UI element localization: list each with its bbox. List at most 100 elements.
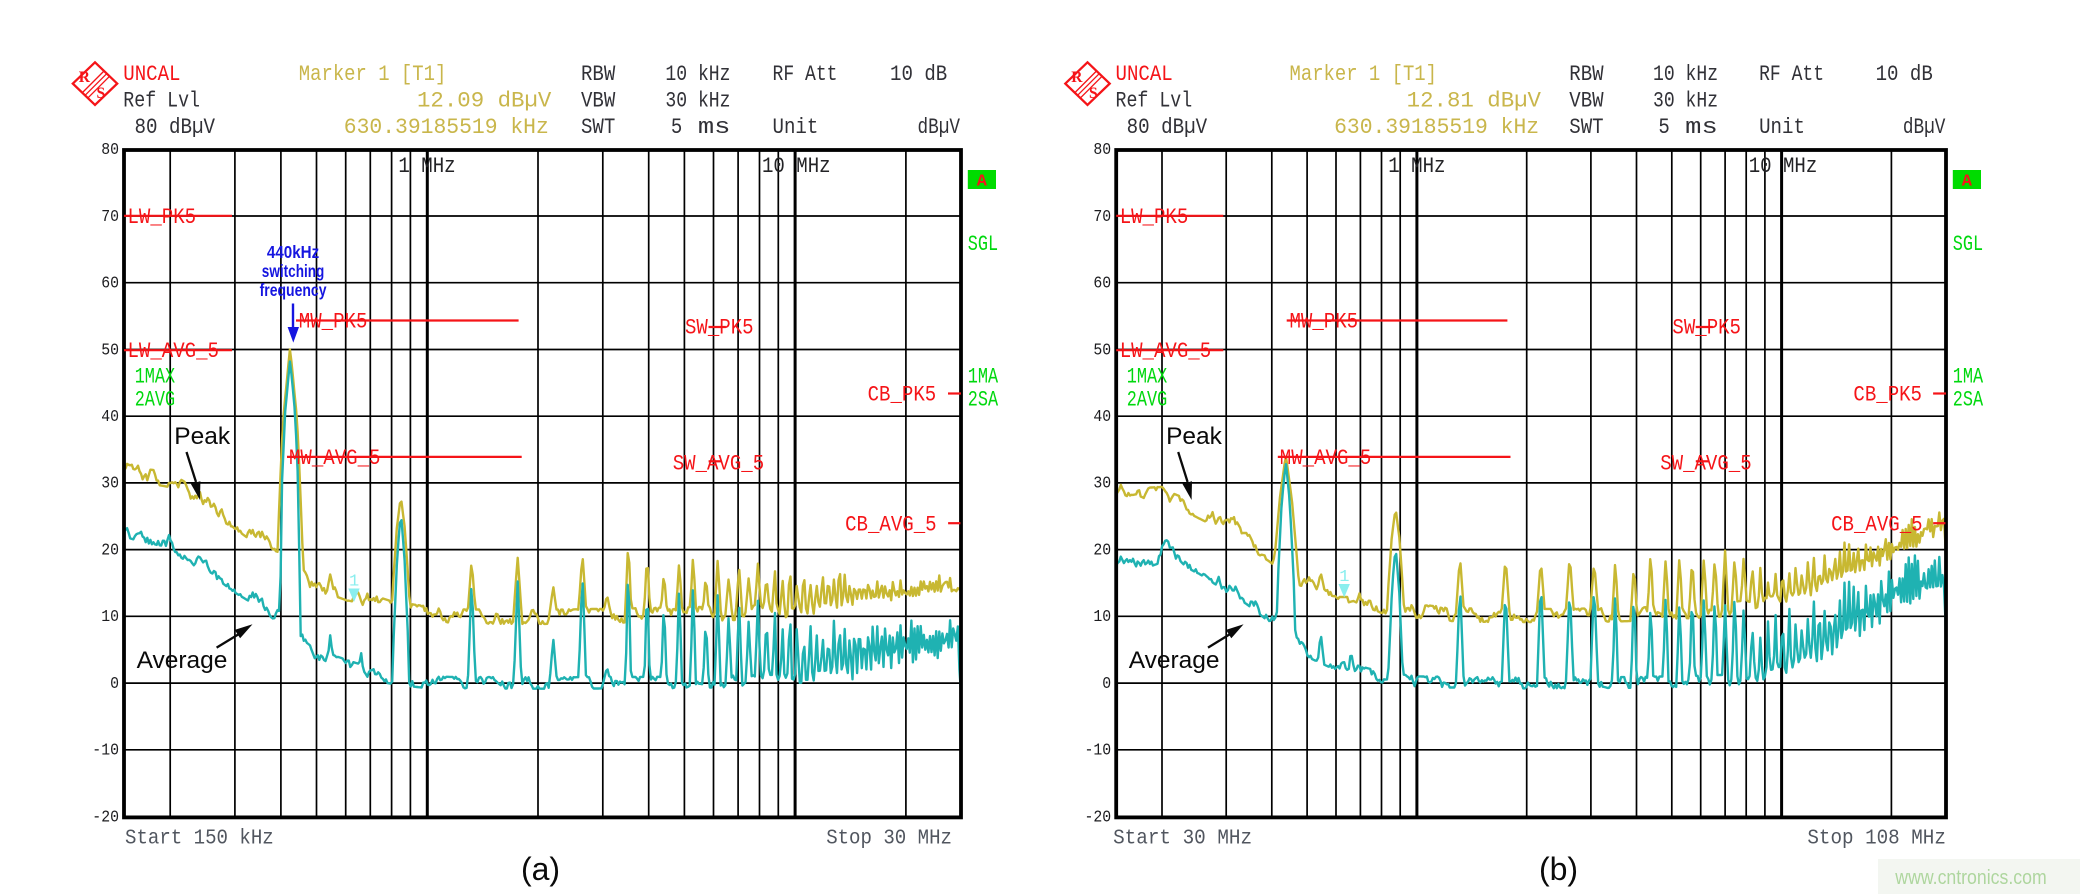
svg-text:SWT: SWT	[1569, 115, 1603, 140]
svg-text:RF Att: RF Att	[773, 62, 838, 87]
svg-text:Marker 1 [T1]: Marker 1 [T1]	[1290, 62, 1438, 87]
svg-text:40: 40	[1093, 408, 1111, 427]
svg-text:LW_AVG_5: LW_AVG_5	[1120, 339, 1212, 364]
svg-text:10 kHz: 10 kHz	[665, 62, 730, 87]
svg-text:-10: -10	[92, 742, 119, 761]
svg-text:2AVG: 2AVG	[135, 387, 175, 412]
svg-text:80: 80	[1093, 141, 1111, 160]
svg-text:Unit: Unit	[773, 115, 819, 140]
svg-text:RF Att: RF Att	[1759, 62, 1824, 87]
svg-text:20: 20	[1093, 541, 1111, 560]
svg-text:LW_AVG_5: LW_AVG_5	[128, 339, 220, 364]
svg-text:0: 0	[1102, 675, 1111, 694]
svg-text:630.39185519 kHz: 630.39185519 kHz	[1334, 115, 1539, 140]
svg-text:440kHz: 440kHz	[267, 242, 320, 262]
svg-text:10 MHz: 10 MHz	[762, 154, 831, 179]
svg-text:A: A	[977, 173, 988, 192]
svg-text:RBW: RBW	[1569, 62, 1604, 87]
svg-text:VBW: VBW	[1569, 89, 1604, 114]
svg-text:S: S	[1089, 85, 1098, 102]
svg-text:SW_PK5: SW_PK5	[685, 316, 754, 341]
svg-text:10 dB: 10 dB	[890, 62, 947, 87]
svg-text:80 dBµV: 80 dBµV	[135, 115, 216, 140]
svg-text:1MA: 1MA	[968, 365, 999, 390]
svg-text:UNCAL: UNCAL	[1116, 62, 1173, 87]
svg-text:switching: switching	[262, 261, 325, 281]
svg-text:RBW: RBW	[581, 62, 616, 87]
svg-text:1 MHz: 1 MHz	[398, 154, 455, 179]
svg-text:R: R	[1071, 69, 1083, 86]
svg-text:-20: -20	[92, 808, 119, 827]
svg-text:Start 30 MHz: Start 30 MHz	[1113, 828, 1252, 851]
svg-text:10 kHz: 10 kHz	[1653, 62, 1718, 87]
svg-text:Marker 1 [T1]: Marker 1 [T1]	[299, 62, 447, 87]
svg-text:Ref Lvl: Ref Lvl	[1116, 89, 1193, 114]
svg-text:R: R	[79, 69, 91, 86]
svg-text:CB_AVG_5: CB_AVG_5	[1831, 513, 1923, 538]
svg-text:10: 10	[101, 608, 119, 627]
svg-text:2AVG: 2AVG	[1127, 387, 1167, 412]
svg-text:www.cntronics.com: www.cntronics.com	[1894, 866, 2046, 889]
svg-text:12.09 dBµV: 12.09 dBµV	[417, 89, 552, 114]
svg-text:LW_PK5: LW_PK5	[1120, 205, 1189, 230]
svg-text:S: S	[97, 85, 106, 102]
svg-text:Peak: Peak	[174, 423, 231, 450]
svg-text:CB_PK5: CB_PK5	[868, 382, 937, 407]
svg-text:ms: ms	[1685, 115, 1718, 140]
svg-text:SGL: SGL	[968, 232, 998, 257]
svg-text:80: 80	[101, 141, 119, 160]
svg-text:30: 30	[101, 475, 119, 494]
svg-text:10 MHz: 10 MHz	[1749, 154, 1818, 179]
svg-text:1 MHz: 1 MHz	[1388, 154, 1445, 179]
svg-text:Stop 30 MHz: Stop 30 MHz	[826, 828, 952, 851]
svg-text:Peak: Peak	[1166, 423, 1223, 450]
svg-text:20: 20	[101, 541, 119, 560]
svg-text:ms: ms	[698, 115, 731, 140]
svg-text:30 kHz: 30 kHz	[1653, 89, 1718, 114]
svg-text:LW_PK5: LW_PK5	[128, 205, 197, 230]
svg-text:60: 60	[101, 275, 119, 294]
svg-text:5: 5	[671, 115, 682, 140]
svg-text:10 dB: 10 dB	[1876, 62, 1933, 87]
svg-text:MW_AVG_5: MW_AVG_5	[1280, 446, 1372, 471]
svg-text:SW_AVG_5: SW_AVG_5	[1660, 451, 1752, 476]
svg-text:12.81 dBµV: 12.81 dBµV	[1407, 89, 1542, 114]
svg-text:CB_AVG_5: CB_AVG_5	[845, 513, 937, 538]
svg-text:Unit: Unit	[1759, 115, 1805, 140]
svg-text:MW_AVG_5: MW_AVG_5	[289, 446, 381, 471]
svg-text:40: 40	[101, 408, 119, 427]
svg-text:Start 150 kHz: Start 150 kHz	[125, 828, 274, 851]
svg-text:SW_AVG_5: SW_AVG_5	[673, 451, 765, 476]
svg-text:30 kHz: 30 kHz	[665, 89, 730, 114]
svg-text:SWT: SWT	[581, 115, 615, 140]
svg-text:1MAX: 1MAX	[1127, 365, 1167, 390]
svg-text:5: 5	[1658, 115, 1669, 140]
svg-text:80 dBµV: 80 dBµV	[1127, 115, 1208, 140]
svg-text:SW_PK5: SW_PK5	[1672, 316, 1741, 341]
svg-text:2SA: 2SA	[968, 387, 999, 412]
svg-text:UNCAL: UNCAL	[123, 62, 180, 87]
svg-text:630.39185519 kHz: 630.39185519 kHz	[344, 115, 549, 140]
svg-text:Ref Lvl: Ref Lvl	[123, 89, 200, 114]
svg-text:1MA: 1MA	[1953, 365, 1984, 390]
svg-text:60: 60	[1093, 275, 1111, 294]
svg-text:Average: Average	[137, 647, 228, 674]
svg-text:SGL: SGL	[1953, 232, 1983, 257]
svg-text:70: 70	[1093, 208, 1111, 227]
svg-text:VBW: VBW	[581, 89, 616, 114]
svg-text:50: 50	[1093, 341, 1111, 360]
svg-text:CB_PK5: CB_PK5	[1853, 382, 1922, 407]
svg-text:30: 30	[1093, 475, 1111, 494]
svg-text:MW_PK5: MW_PK5	[1290, 310, 1359, 335]
svg-text:-10: -10	[1085, 742, 1112, 761]
svg-text:Stop 108 MHz: Stop 108 MHz	[1807, 828, 1946, 851]
svg-text:1: 1	[349, 573, 359, 592]
svg-text:50: 50	[101, 341, 119, 360]
svg-text:Average: Average	[1129, 647, 1220, 674]
svg-text:2SA: 2SA	[1953, 387, 1984, 412]
svg-text:(a): (a)	[521, 851, 560, 887]
svg-text:70: 70	[101, 208, 119, 227]
svg-text:MW_PK5: MW_PK5	[299, 310, 368, 335]
svg-text:-20: -20	[1085, 808, 1112, 827]
svg-text:dBµV: dBµV	[1903, 115, 1946, 140]
